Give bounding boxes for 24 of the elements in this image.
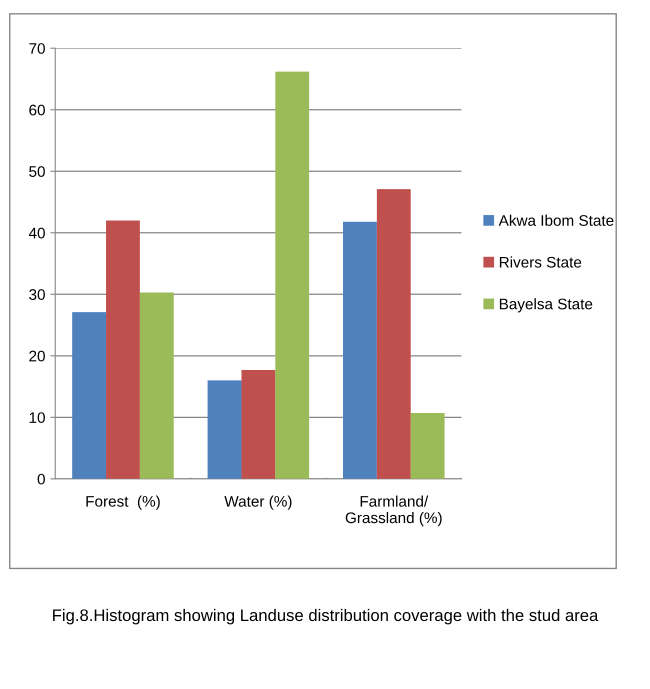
y-tick-label: 0 (38, 474, 45, 485)
legend-label: Rivers State (500, 256, 582, 268)
x-tick-label: Water (%) (224, 496, 292, 510)
bar (208, 380, 242, 479)
x-tick-label: Forest (%) (86, 496, 160, 510)
bar (376, 189, 411, 479)
bar (72, 312, 106, 479)
bar (140, 292, 174, 479)
bar (241, 370, 276, 479)
x-tick-label: Farmland/ Grassland (%) (346, 496, 442, 526)
y-tick-label: 10 (30, 412, 45, 424)
y-tick-label: 40 (28, 228, 45, 238)
y-tick-label: 70 (29, 43, 45, 54)
bar (106, 220, 140, 479)
legend-label: Akwa Ibom State (498, 214, 614, 226)
legend-label: Bayelsa State (500, 298, 592, 312)
caption: Fig.8.Histogram showing Landuse distribution coverage with the stud area (53, 608, 598, 624)
bar (410, 413, 445, 479)
y-tick-label: 50 (29, 166, 45, 177)
y-tick-label: 20 (29, 350, 45, 362)
bar (343, 222, 377, 479)
y-tick-label: 60 (29, 104, 45, 116)
y-tick-label: 30 (29, 289, 45, 300)
bar (275, 72, 310, 479)
